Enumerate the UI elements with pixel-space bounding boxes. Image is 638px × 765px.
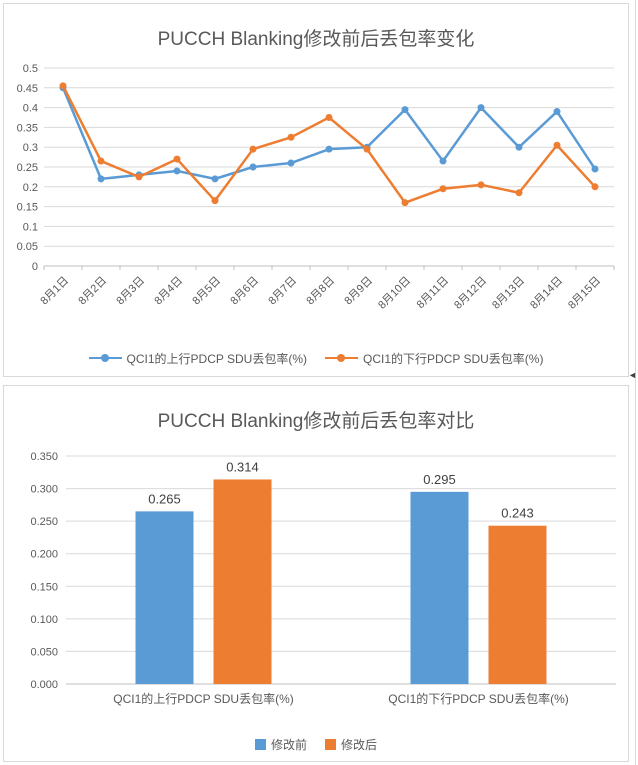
data-point-marker [173,155,181,163]
data-point-marker [591,165,599,173]
bar-data-label: 0.243 [501,506,534,521]
data-point-marker [401,106,409,114]
bar-chart-panel: PUCCH Blanking修改前后丢包率对比 0.000 0.050 0.100 0… [3,385,629,762]
data-point-marker [211,197,219,205]
data-point-marker [249,145,257,153]
y-tick-label: 0.25 [17,162,38,174]
x-tick-label: 8月14日 [528,275,565,312]
y-tick-label: 0.05 [17,241,38,253]
x-tick-label: 8月13日 [490,275,527,312]
y-tick-label: 0.000 [30,679,58,691]
bar-series-0-cat-0 [135,511,194,684]
y-tick-label: 0.250 [30,516,58,528]
line-series-0 [59,84,599,183]
y-tick-label: 0.15 [17,202,38,214]
legend-item-series-1: QCI1的下行PDCP SDU丢包率(%) [325,350,543,367]
data-point-marker [477,181,485,189]
x-tick-label: 8月4日 [152,275,185,308]
data-point-marker [173,167,181,175]
legend-line-marker-icon [325,354,358,362]
data-point-marker [97,175,105,183]
legend-label: 修改前 [270,737,307,752]
x-tick-label: 8月8日 [304,275,337,308]
bar-data-label: 0.295 [423,472,456,487]
x-tick-label: 8月6日 [228,275,261,308]
legend-item-series-0: 修改前 [254,736,307,753]
y-tick-label: 0.350 [30,451,58,463]
y-tick-label: 0.150 [30,581,58,593]
y-tick-label: 0.4 [23,103,38,115]
y-tick-label: 0.1 [23,221,38,233]
x-tick-label: 8月10日 [376,275,413,312]
data-point-marker [591,183,599,191]
legend-square-icon [254,738,266,750]
x-tick-label: 8月1日 [38,275,71,308]
bar-chart-plot: 0.000 0.050 0.100 0.150 0.200 0.250 0.300 0.350… [30,451,616,706]
bar-series-1-cat-1 [488,525,547,684]
x-tick-label: 8月9日 [342,275,375,308]
x-tick-label: 8月2日 [76,275,109,308]
x-category-label: QCI1的下行PDCP SDU丢包率(%) [388,691,568,706]
x-category-label: QCI1的上行PDCP SDU丢包率(%) [113,691,293,706]
data-point-marker [401,199,409,207]
data-point-marker [249,163,257,171]
y-tick-label: 0.100 [30,614,58,626]
legend-label: QCI1的下行PDCP SDU丢包率(%) [363,351,544,366]
line-series-1 [59,82,599,207]
data-point-marker [287,133,295,141]
line-chart-plot: 0 0.05 0.1 0.15 0.2 0.25 0.3 0.35 0.4 0.45 0.5 8月1日… [17,63,615,312]
data-point-marker [553,141,561,149]
x-tick-label: 8月11日 [415,275,451,311]
legend-square-icon [325,738,336,750]
legend-label: 修改后 [341,737,378,752]
line-chart-title: PUCCH Blanking修改前后丢包率变化 [157,29,475,50]
bar-series-1-cat-0 [213,479,272,684]
data-point-marker [287,159,295,167]
data-point-marker [211,175,219,183]
data-point-marker [439,157,447,165]
data-point-marker [363,145,371,153]
y-tick-label: 0.050 [30,646,58,658]
legend-line-marker-icon [88,354,122,362]
data-point-marker [515,189,523,197]
scroll-left-arrow-icon[interactable]: ◄ [628,370,637,380]
worksheet-grid-edge-line [635,0,636,765]
y-tick-label: 0.2 [23,182,38,194]
data-point-marker [135,173,143,181]
legend-label: QCI1的上行PDCP SDU丢包率(%) [126,351,307,366]
line-chart-legend: QCI1的上行PDCP SDU丢包率(%) QCI1的下行PDCP SDU丢包率(… [4,340,628,376]
data-point-marker [325,114,333,121]
y-tick-label: 0 [32,261,38,273]
data-point-marker [59,82,67,90]
legend-marker [100,354,109,362]
series-line [61,86,597,181]
x-tick-label: 8月5日 [190,275,223,308]
legend-item-series-1: 修改后 [325,736,377,753]
bar-chart-legend: 修改前 修改后 [4,726,628,762]
y-tick-label: 0.35 [17,122,38,134]
legend-item-series-0: QCI1的上行PDCP SDU丢包率(%) [88,350,307,367]
x-tick-label: 8月12日 [452,275,489,312]
data-point-marker [515,143,523,151]
data-point-marker [97,157,105,165]
line-chart-panel: PUCCH Blanking修改前后丢包率变化 0 0.05 0.1 0.15 0.2 0… [3,3,629,377]
data-point-marker [553,108,561,116]
bar-series-0-cat-1 [410,491,469,684]
x-tick-label: 8月7日 [266,275,299,308]
x-tick-label: 8月15日 [566,275,603,312]
legend-marker [337,354,345,362]
y-tick-label: 0.45 [17,83,38,95]
data-point-marker [477,104,485,112]
x-tick-label: 8月3日 [114,275,147,308]
y-tick-label: 0.300 [30,484,58,496]
bar-chart-title: PUCCH Blanking修改前后丢包率对比 [157,411,475,432]
y-tick-label: 0.3 [23,142,38,154]
y-tick-label: 0.200 [30,549,58,561]
bar-data-label: 0.265 [148,491,181,506]
data-point-marker [325,145,333,153]
data-point-marker [439,185,447,193]
y-tick-label: 0.5 [23,63,38,75]
bar-data-label: 0.314 [226,459,259,474]
